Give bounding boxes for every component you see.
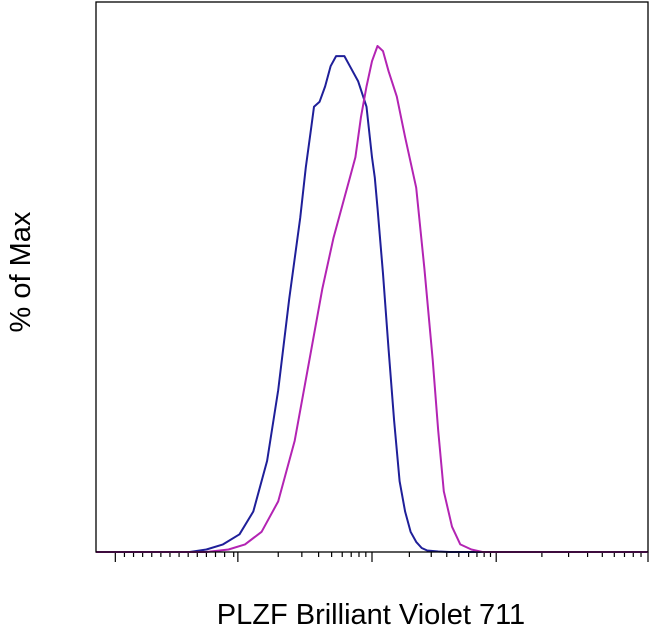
y-axis-label: % of Max: [5, 211, 37, 332]
series-layer: [96, 45, 648, 553]
histogram-series-1: [96, 55, 648, 553]
histogram-series-2: [96, 45, 648, 553]
x-axis-label: PLZF Brilliant Violet 711: [217, 599, 525, 631]
plot-frame: [95, 1, 649, 553]
